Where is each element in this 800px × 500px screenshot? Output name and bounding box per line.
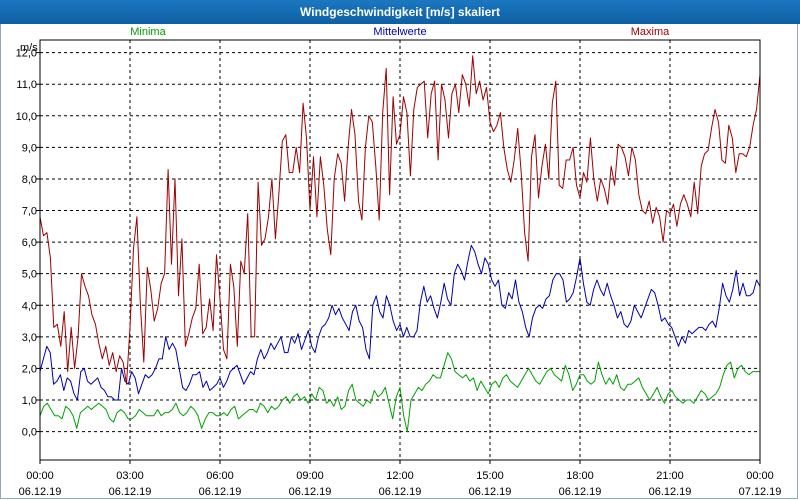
x-tick-date-label: 06.12.19 xyxy=(199,486,242,498)
x-tick-time-label: 06:00 xyxy=(206,470,234,482)
chart-window-frame xyxy=(0,24,798,499)
y-tick-label: 10,0 xyxy=(16,111,37,123)
y-axis-ticks: 0,0 1,0 2,0 3,0 4,0 5,0 6,0 7,0 8,0 9,0 10,0 11,0 12… xyxy=(16,48,40,439)
series-line-maxima xyxy=(39,55,761,385)
legend-entry-maxima: Maxima xyxy=(631,26,670,38)
y-tick-label: 5,0 xyxy=(22,269,37,281)
x-tick-date-label: 06.12.19 xyxy=(289,486,332,498)
x-tick-time-label: 21:00 xyxy=(656,470,684,482)
x-tick-date-label: 06.12.19 xyxy=(649,486,692,498)
y-tick-label: 8,0 xyxy=(22,174,37,186)
y-tick-label: 3,0 xyxy=(22,332,37,344)
y-tick-label: 4,0 xyxy=(22,300,37,312)
x-tick-date-label: 06.12.19 xyxy=(559,486,602,498)
x-tick-date-label: 06.12.19 xyxy=(19,486,62,498)
x-axis-ticks: 00:00 06.12.19 03:00 06.12.19 06:00 06.12.19 0… xyxy=(19,460,782,498)
x-tick-time-label: 09:00 xyxy=(296,470,324,482)
x-tick-time-label: 15:00 xyxy=(476,470,504,482)
y-tick-label: 1,0 xyxy=(22,395,37,407)
y-tick-label: 0,0 xyxy=(22,427,37,439)
y-tick-label: 7,0 xyxy=(22,206,37,218)
y-tick-label: 11,0 xyxy=(16,79,37,91)
chart-title: Windgeschwindigkeit [m/s] skaliert xyxy=(300,5,500,19)
legend: Minima Mittelwerte Maxima xyxy=(130,26,670,38)
x-tick-time-label: 00:00 xyxy=(26,470,54,482)
x-tick-time-label: 18:00 xyxy=(566,470,594,482)
y-tick-label: 2,0 xyxy=(22,363,37,375)
series-lines xyxy=(39,55,761,433)
series-line-mittelwerte xyxy=(39,244,761,401)
chart-title-bar: Windgeschwindigkeit [m/s] skaliert xyxy=(0,0,800,24)
legend-entry-minima: Minima xyxy=(130,26,166,38)
plot-area-border xyxy=(39,39,761,461)
series-line-minima xyxy=(39,352,760,433)
x-tick-time-label: 12:00 xyxy=(386,470,414,482)
x-tick-time-label: 00:00 xyxy=(746,470,774,482)
x-tick-date-label: 06.12.19 xyxy=(379,486,422,498)
y-axis-unit-label: m/s xyxy=(20,42,38,54)
x-tick-date-label: 06.12.19 xyxy=(469,486,512,498)
x-tick-time-label: 03:00 xyxy=(116,470,144,482)
y-tick-label: 12,0 xyxy=(16,48,37,60)
x-tick-date-label: 07.12.19 xyxy=(739,486,782,498)
legend-entry-mittelwerte: Mittelwerte xyxy=(373,26,426,38)
y-tick-label: 6,0 xyxy=(22,237,37,249)
y-tick-label: 9,0 xyxy=(22,142,37,154)
x-tick-date-label: 06.12.19 xyxy=(109,486,152,498)
